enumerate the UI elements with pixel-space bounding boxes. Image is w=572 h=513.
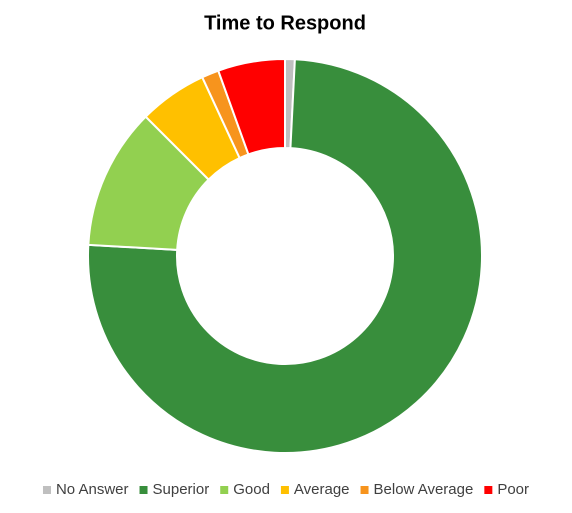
slice xyxy=(216,57,286,156)
legend-swatch xyxy=(139,486,148,494)
chart-title: Time to Respond xyxy=(204,12,366,34)
legend-swatch xyxy=(484,486,493,494)
legend-label: Poor xyxy=(497,481,529,498)
legend-swatch xyxy=(360,486,369,494)
legend-swatch xyxy=(42,486,51,494)
legend-swatch xyxy=(220,486,229,494)
legend-label: Below Average xyxy=(374,481,474,498)
slice xyxy=(87,58,483,454)
legend-label: Superior xyxy=(153,481,210,498)
legend-label: Good xyxy=(233,481,270,498)
legend: No Answer Superior Good Average Below Averag… xyxy=(42,481,529,498)
legend-swatch xyxy=(280,486,289,494)
legend-label: Average xyxy=(294,481,350,498)
legend-label: No Answer xyxy=(56,481,129,498)
